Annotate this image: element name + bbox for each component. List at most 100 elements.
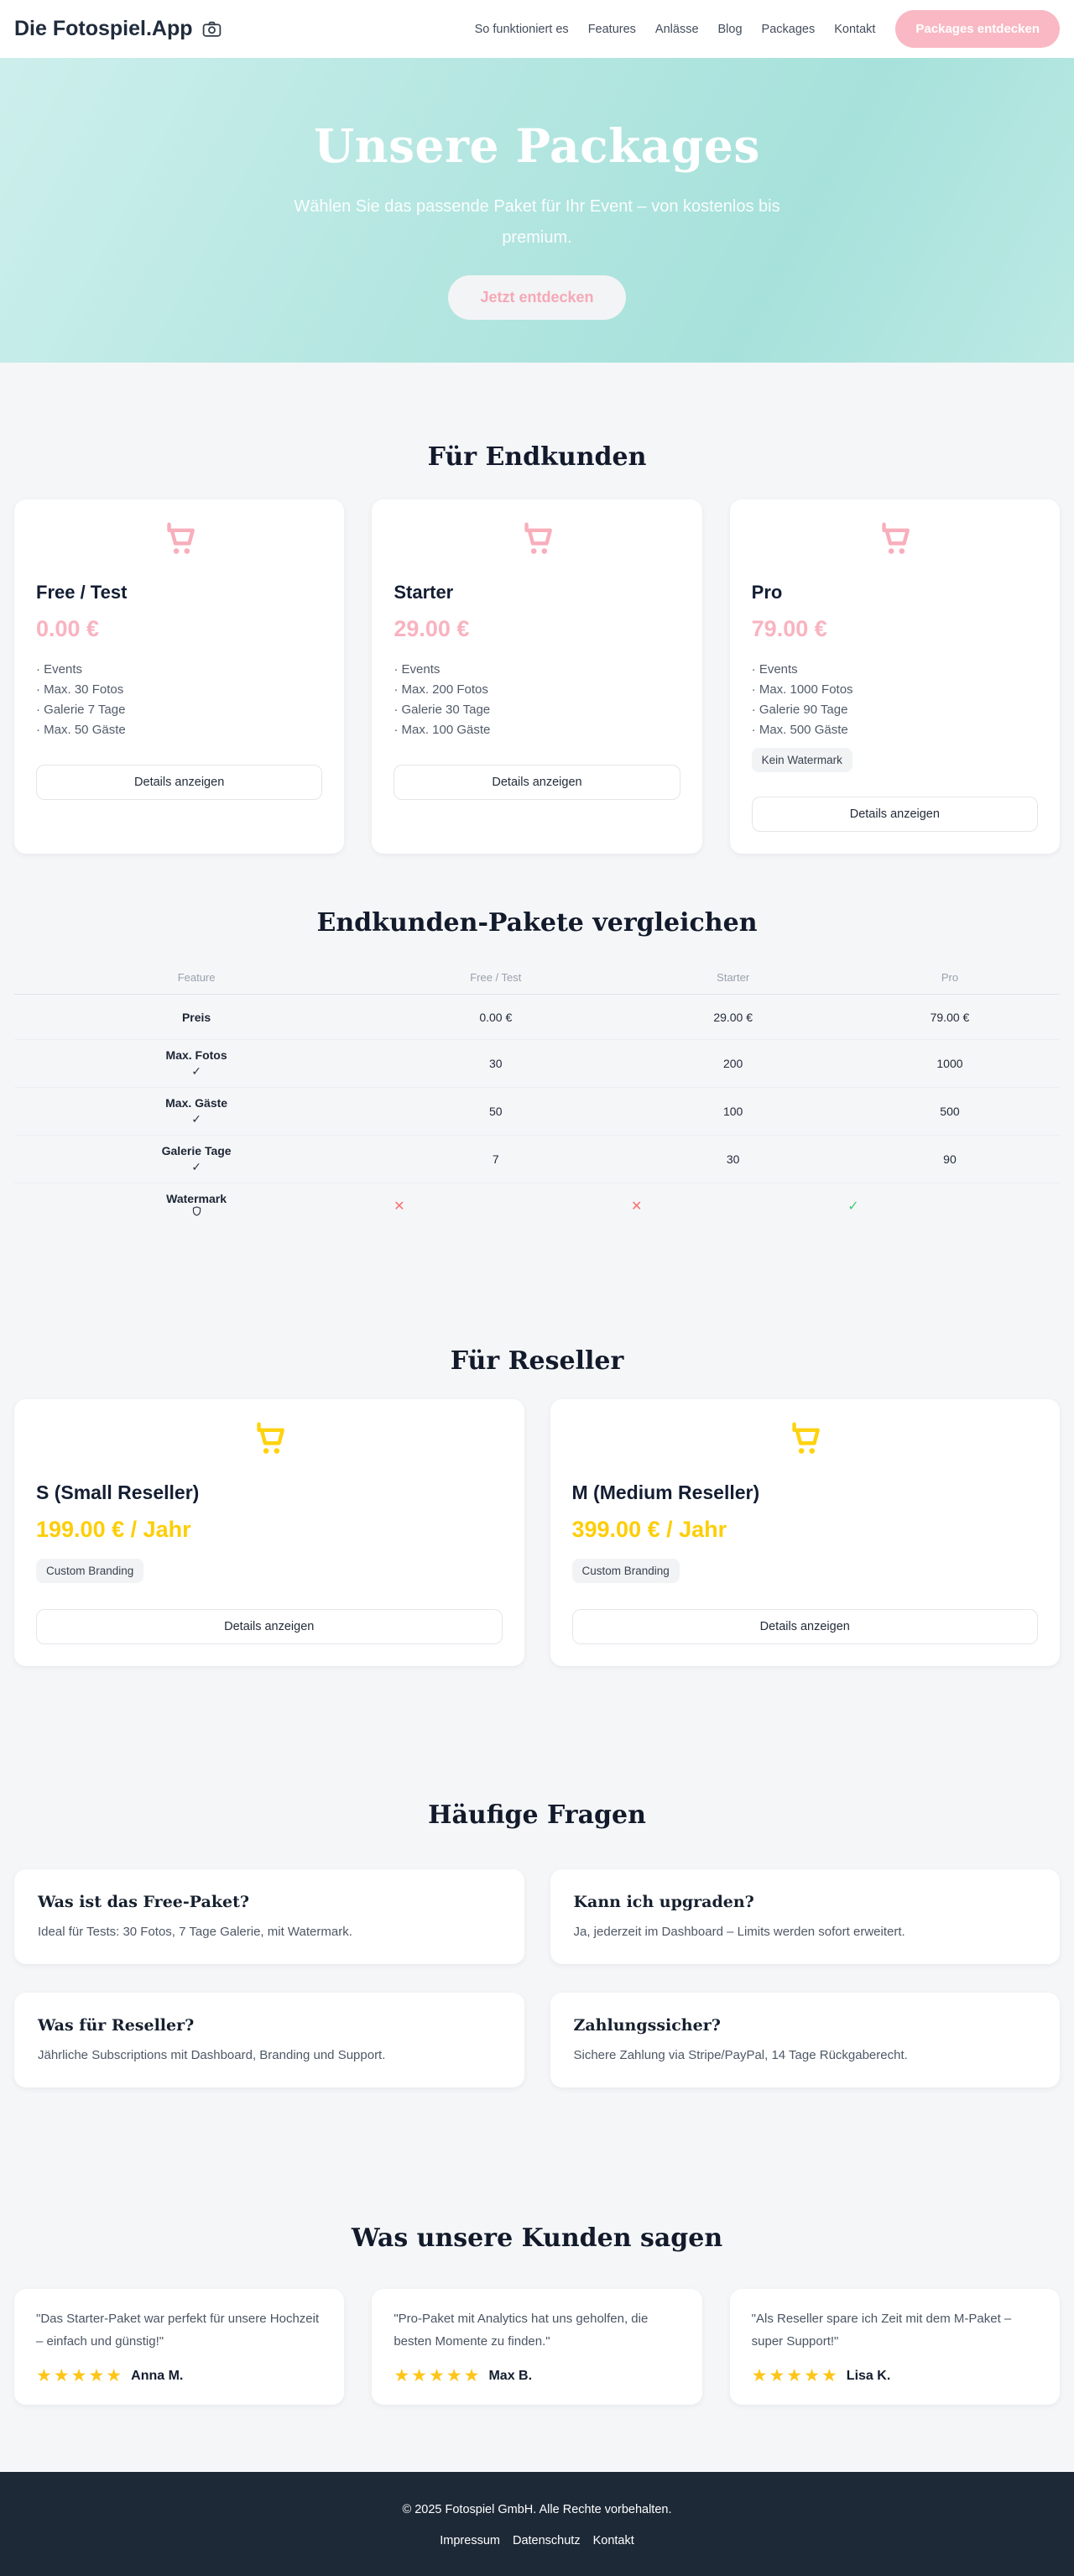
plan-price: 0.00 € xyxy=(36,616,100,641)
endkunden-section-title: Für Endkunden xyxy=(427,442,647,472)
column-header-feature: Feature xyxy=(177,971,216,984)
testimonial-card: "Pro-Paket mit Analytics hat uns geholfe… xyxy=(372,2289,702,2405)
table-value: 30 xyxy=(488,1057,503,1070)
testimonials-cards: "Das Starter-Paket war perfekt für unser… xyxy=(14,2289,1060,2405)
x-icon: ✕ xyxy=(394,1199,405,1214)
details-anzeigen-button[interactable]: Details anzeigen xyxy=(394,765,680,800)
faq-card: Was ist das Free-Paket? Ideal für Tests:… xyxy=(14,1869,524,1964)
faq-answer: Jährliche Subscriptions mit Dashboard, B… xyxy=(38,2048,386,2062)
feature-item: Galerie 30 Tage xyxy=(394,700,680,720)
table-value: 7 xyxy=(492,1152,499,1166)
feature-item: Max. 1000 Fotos xyxy=(752,680,1038,700)
feature-list: Events Max. 1000 Fotos Galerie 90 Tage M… xyxy=(752,660,1038,740)
details-anzeigen-button[interactable]: Details anzeigen xyxy=(571,1609,1038,1644)
feature-label: Max. Gäste xyxy=(165,1096,228,1110)
table-value: 90 xyxy=(943,1152,957,1166)
feature-item: Events xyxy=(36,660,322,680)
plan-price: 79.00 € xyxy=(751,616,827,641)
nav-item-blog[interactable]: Blog xyxy=(717,22,743,36)
logo-text: Die Fotospiel.App xyxy=(14,17,193,40)
faq-grid: Was ist das Free-Paket? Ideal für Tests:… xyxy=(14,1869,1060,2087)
faq-answer: Ideal für Tests: 30 Fotos, 7 Tage Galeri… xyxy=(38,1925,352,1939)
nav-item-anlaesse[interactable]: Anlässe xyxy=(654,22,699,36)
details-anzeigen-button[interactable]: Details anzeigen xyxy=(36,765,323,800)
faq-section-title: Häufige Fragen xyxy=(428,1800,646,1830)
table-value: 29.00 € xyxy=(713,1010,753,1024)
cart-icon xyxy=(572,1419,1039,1458)
table-row: Preis 0.00 € 29.00 € 79.00 € xyxy=(14,995,1060,1040)
star-rating-icon: ★★★★★ xyxy=(36,2366,124,2385)
cart-icon xyxy=(394,520,680,558)
footer-link-impressum[interactable]: Impressum xyxy=(440,2534,500,2547)
feature-item: Galerie 7 Tage xyxy=(36,700,322,720)
kein-watermark-badge: Kein Watermark xyxy=(751,748,852,772)
testimonials-section-title: Was unsere Kunden sagen xyxy=(351,2223,723,2253)
packages-entdecken-button[interactable]: Packages entdecken xyxy=(895,10,1060,48)
table-value: 1000 xyxy=(936,1057,963,1070)
table-value: 79.00 € xyxy=(930,1010,970,1024)
camera-icon xyxy=(201,18,222,39)
testimonial-quote: "Pro-Paket mit Analytics hat uns geholfe… xyxy=(394,2312,649,2349)
plan-name: Pro xyxy=(751,582,783,603)
shield-icon xyxy=(190,1206,203,1220)
nav-item-so-funktioniert-es[interactable]: So funktioniert es xyxy=(474,22,569,36)
plan-card-m-medium-reseller: M (Medium Reseller) 399.00 € / Jahr Cust… xyxy=(550,1399,1060,1666)
hero-title: Unsere Packages xyxy=(314,118,760,173)
faq-card: Kann ich upgraden? Ja, jederzeit im Dash… xyxy=(550,1869,1060,1964)
faq-card: Zahlungssicher? Sichere Zahlung via Stri… xyxy=(550,1993,1060,2087)
hero-section: Unsere Packages Wählen Sie das passende … xyxy=(0,58,1074,363)
plan-price: 29.00 € xyxy=(394,616,470,641)
plan-card-free-test: Free / Test 0.00 € Events Max. 30 Fotos … xyxy=(14,499,345,854)
reseller-cards: S (Small Reseller) 199.00 € / Jahr Custo… xyxy=(14,1399,1060,1666)
plan-price: 199.00 € / Jahr xyxy=(36,1517,191,1542)
feature-item: Max. 50 Gäste xyxy=(36,720,322,740)
check-icon: ✓ xyxy=(191,1160,201,1173)
testimonial-name: Lisa K. xyxy=(846,2369,891,2383)
plan-name: Starter xyxy=(394,582,454,603)
testimonial-quote: "Das Starter-Paket war perfekt für unser… xyxy=(36,2312,320,2349)
column-header-free-test: Free / Test xyxy=(470,971,522,984)
nav-item-kontakt[interactable]: Kontakt xyxy=(834,22,876,36)
table-row-watermark: Watermark ✕ ✕ ✓ xyxy=(14,1183,1060,1229)
feature-item: Max. 500 Gäste xyxy=(752,720,1038,740)
logo[interactable]: Die Fotospiel.App xyxy=(14,17,222,41)
feature-label: Preis xyxy=(181,1010,211,1024)
faq-question: Zahlungssicher? xyxy=(573,2016,721,2035)
plan-name: Free / Test xyxy=(36,582,128,603)
plan-name: M (Medium Reseller) xyxy=(571,1481,760,1503)
check-icon: ✓ xyxy=(847,1199,859,1214)
faq-answer: Ja, jederzeit im Dashboard – Limits werd… xyxy=(573,1925,905,1939)
faq-answer: Sichere Zahlung via Stripe/PayPal, 14 Ta… xyxy=(573,2048,908,2062)
cart-icon xyxy=(36,520,322,558)
footer-link-kontakt[interactable]: Kontakt xyxy=(592,2534,634,2547)
feature-label: Max. Fotos xyxy=(165,1048,227,1062)
table-header-row: Feature Free / Test Starter Pro xyxy=(14,963,1060,995)
vergleich-section-title: Endkunden-Pakete vergleichen xyxy=(316,908,758,938)
table-value: 30 xyxy=(726,1152,740,1166)
plan-card-s-small-reseller: S (Small Reseller) 199.00 € / Jahr Custo… xyxy=(14,1399,524,1666)
nav-item-features[interactable]: Features xyxy=(587,22,636,36)
table-value: 500 xyxy=(940,1105,960,1118)
details-anzeigen-button[interactable]: Details anzeigen xyxy=(36,1609,503,1644)
check-icon: ✓ xyxy=(191,1064,201,1078)
jetzt-entdecken-button[interactable]: Jetzt entdecken xyxy=(448,275,626,320)
star-rating-icon: ★★★★★ xyxy=(394,2366,482,2385)
feature-label: Watermark xyxy=(166,1192,227,1205)
column-header-starter: Starter xyxy=(717,971,750,984)
comparison-table: Feature Free / Test Starter Pro Preis 0.… xyxy=(14,963,1060,1229)
feature-label: Galerie Tage xyxy=(161,1144,232,1157)
faq-question: Kann ich upgraden? xyxy=(573,1893,754,1911)
plan-name: S (Small Reseller) xyxy=(36,1481,200,1503)
table-row: Galerie Tage ✓ 7 30 90 xyxy=(14,1136,1060,1183)
x-icon: ✕ xyxy=(630,1199,643,1214)
copyright-text: © 2025 Fotospiel GmbH. Alle Rechte vorbe… xyxy=(402,2503,672,2516)
main-nav: So funktioniert es Features Anlässe Blog… xyxy=(475,23,876,36)
plan-card-pro: Pro 79.00 € Events Max. 1000 Fotos Galer… xyxy=(729,499,1060,854)
footer-link-datenschutz[interactable]: Datenschutz xyxy=(512,2534,581,2547)
feature-list: Events Max. 30 Fotos Galerie 7 Tage Max.… xyxy=(36,660,322,740)
faq-card: Was für Reseller? Jährliche Subscription… xyxy=(14,1993,524,2087)
plan-card-starter: Starter 29.00 € Events Max. 200 Fotos Ga… xyxy=(372,499,702,854)
details-anzeigen-button[interactable]: Details anzeigen xyxy=(751,797,1038,832)
nav-item-packages[interactable]: Packages xyxy=(761,22,816,36)
feature-item: Max. 200 Fotos xyxy=(394,680,680,700)
